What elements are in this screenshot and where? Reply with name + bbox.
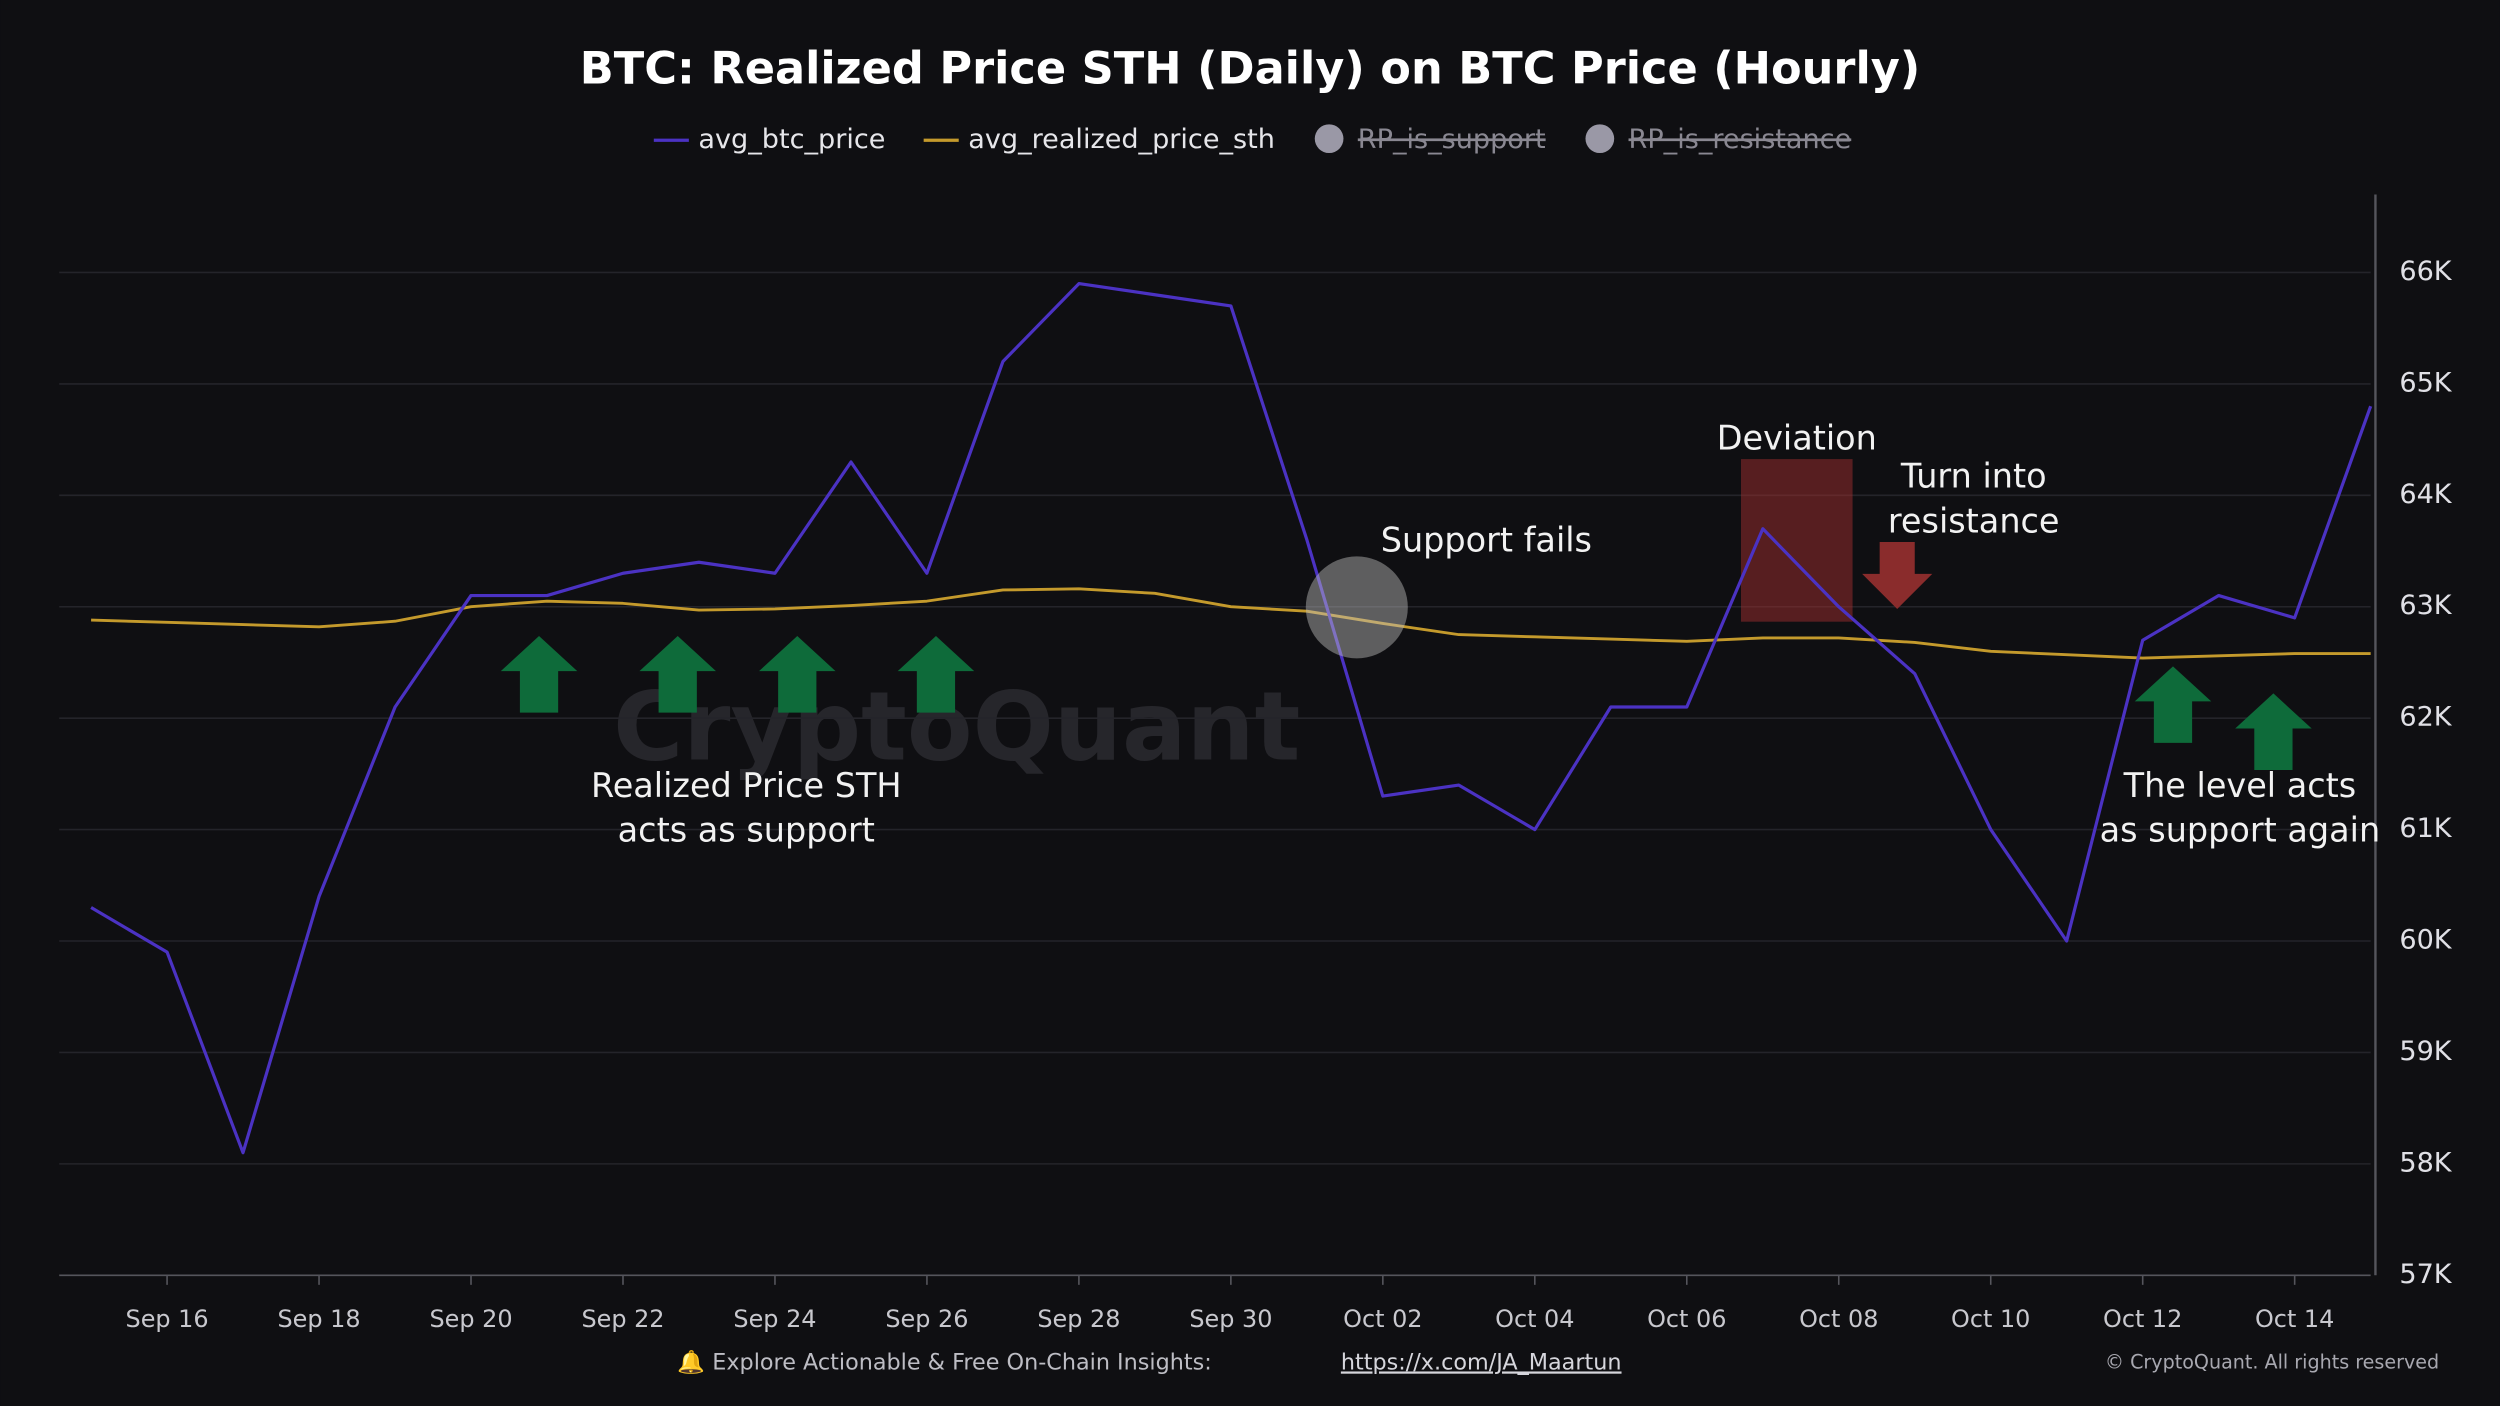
arrow-up xyxy=(500,636,578,713)
x-tick-label: Sep 22 xyxy=(581,1305,664,1333)
annotations: Support fails Deviation Turn into resistanc… xyxy=(591,418,2380,849)
plot xyxy=(90,281,2373,1155)
legend: avg_btc_price avg_realized_price_sth RP_is… xyxy=(653,124,1852,155)
grid: 57K 58K 59K 60K 61K 62K 63K 64K 65K 66K Sep 16 Sep … xyxy=(59,194,2453,1333)
x-tick-label: Oct 08 xyxy=(1799,1305,1878,1333)
annotation: acts as support xyxy=(618,811,875,850)
fail-circle xyxy=(1305,556,1408,659)
footer-link[interactable]: https://x.com/JA_Maartun xyxy=(1341,1349,1622,1375)
annotation: as support again xyxy=(2100,811,2381,850)
x-tick-label: Sep 18 xyxy=(278,1305,361,1333)
annotation: resistance xyxy=(1888,501,2060,540)
watermark: CryptoQuant xyxy=(613,671,1300,783)
y-tick-label: 61K xyxy=(2399,813,2452,844)
y-tick-label: 60K xyxy=(2399,925,2452,956)
x-tick-label: Oct 10 xyxy=(1951,1305,2030,1333)
annotation-overlay xyxy=(1305,556,1408,659)
annotation: Support fails xyxy=(1381,520,1592,559)
footer: 🔔 Explore Actionable & Free On-Chain Ins… xyxy=(677,1349,2439,1375)
x-tick-label: Sep 24 xyxy=(733,1305,816,1333)
arrow-up xyxy=(759,636,836,713)
x-tick-label: Sep 20 xyxy=(429,1305,512,1333)
y-tick-label: 63K xyxy=(2399,590,2452,621)
y-tick-label: 57K xyxy=(2399,1259,2452,1290)
series-line xyxy=(91,587,2371,660)
series-line xyxy=(90,281,2373,1155)
annotation: Deviation xyxy=(1717,418,1877,457)
x-tick-label: Oct 02 xyxy=(1343,1305,1422,1333)
y-tick-label: 65K xyxy=(2399,367,2452,398)
legend-dot xyxy=(1585,124,1615,154)
copyright: © CryptoQuant. All rights reserved xyxy=(2105,1350,2439,1373)
arrow-up xyxy=(639,636,716,713)
legend-label[interactable]: RP_is_resistance xyxy=(1629,124,1852,155)
legend-label[interactable]: avg_realized_price_sth xyxy=(968,124,1275,155)
x-tick-label: Sep 30 xyxy=(1189,1305,1272,1333)
x-tick-label: Oct 04 xyxy=(1495,1305,1574,1333)
y-tick-label: 62K xyxy=(2399,702,2452,733)
x-tick-label: Sep 28 xyxy=(1037,1305,1120,1333)
x-tick-label: Oct 06 xyxy=(1647,1305,1726,1333)
arrow-down xyxy=(1862,541,1933,609)
y-tick-label: 64K xyxy=(2399,479,2452,510)
x-tick-label: Oct 14 xyxy=(2255,1305,2334,1333)
y-tick-label: 66K xyxy=(2399,256,2452,287)
legend-label[interactable]: RP_is_support xyxy=(1358,124,1546,155)
annotation: Realized Price STH xyxy=(591,766,902,805)
x-tick-label: Sep 16 xyxy=(126,1305,209,1333)
legend-label[interactable]: avg_btc_price xyxy=(698,124,885,155)
x-tick-label: Oct 12 xyxy=(2103,1305,2182,1333)
chart-title: BTC: Realized Price STH (Daily) on BTC P… xyxy=(580,43,1920,95)
annotation: The level acts xyxy=(2123,766,2357,805)
arrow-up xyxy=(897,636,975,713)
footer-text: 🔔 Explore Actionable & Free On-Chain Ins… xyxy=(677,1349,1211,1375)
y-tick-label: 59K xyxy=(2399,1036,2452,1067)
annotation: Turn into xyxy=(1900,457,2047,496)
x-tick-label: Sep 26 xyxy=(885,1305,968,1333)
y-tick-label: 58K xyxy=(2399,1147,2452,1178)
legend-dot xyxy=(1314,124,1344,154)
